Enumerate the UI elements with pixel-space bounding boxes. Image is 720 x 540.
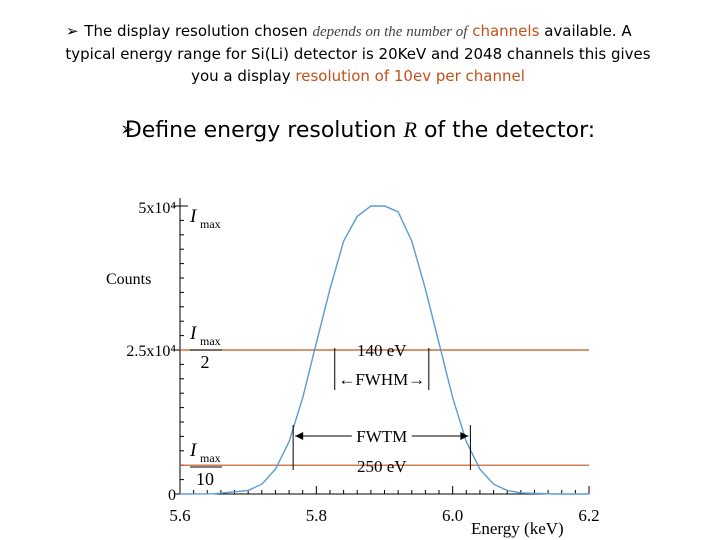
y-tick-label: 0: [168, 487, 176, 504]
imax-label-sub: max: [200, 217, 221, 231]
bullet-arrow-icon: ➢: [66, 22, 79, 40]
fwtm-value-label: 250 eV: [357, 457, 407, 476]
bullet1-resolution: resolution of 10ev per channel: [295, 67, 525, 85]
bullet-display-resolution: ➢ The display resolution chosen depends …: [58, 20, 658, 87]
fwhm-name-label: ←FWHM→: [338, 370, 425, 389]
x-tick-label: 5.6: [169, 506, 190, 525]
bullet1-channels: channels: [467, 22, 540, 40]
x-axis-title: Energy (keV): [471, 519, 564, 538]
chart-guides: [180, 349, 589, 466]
y-tick-label: 2.5x10⁴: [126, 343, 176, 360]
chart-ticks: [174, 205, 590, 495]
y-axis-title: Counts: [106, 271, 151, 288]
bullet1-text-d: available. A typical energy range for Si…: [65, 22, 651, 85]
peak-curve: [179, 205, 589, 495]
bullet2-text-a: Define energy resolution: [124, 118, 404, 143]
fwhm-value-label: 140 eV: [357, 341, 407, 360]
chart-labels: 5.6 5.8 6.0 6.2 5x10⁴ 2.5x10⁴ 0 Counts Energy (k…: [106, 200, 600, 538]
bullet-arrow-icon: ➢: [120, 119, 136, 140]
imax-tenth-label-den: 10: [196, 469, 214, 489]
bullet2-symbol: R: [403, 117, 417, 142]
imax-tenth-label-i: I: [189, 440, 198, 461]
y-tick-label: 5x10⁴: [138, 200, 176, 217]
imax-half-label-den: 2: [201, 352, 210, 372]
x-tick-label: 6.2: [578, 506, 599, 525]
imax-tenth-label-sub: max: [200, 451, 221, 465]
imax-half-label-i: I: [189, 323, 198, 344]
x-tick-label: 6.0: [442, 506, 463, 525]
bullet-define-resolution: ➢ Define energy resolution R of the dete…: [100, 114, 620, 147]
fwtm-name-label: FWTM: [356, 427, 407, 446]
fwtm-arrowhead-right-icon: [460, 432, 469, 440]
imax-half-label-sub: max: [200, 334, 221, 348]
bullet1-italic: depends on the number of: [312, 24, 468, 40]
x-tick-label: 5.8: [306, 506, 327, 525]
fwtm-arrowhead-left-icon: [295, 432, 304, 440]
imax-label-i: I: [189, 206, 198, 227]
bullet1-text-a: The display resolution chosen: [84, 22, 313, 40]
bullet2-text-b: of the detector:: [416, 118, 596, 143]
